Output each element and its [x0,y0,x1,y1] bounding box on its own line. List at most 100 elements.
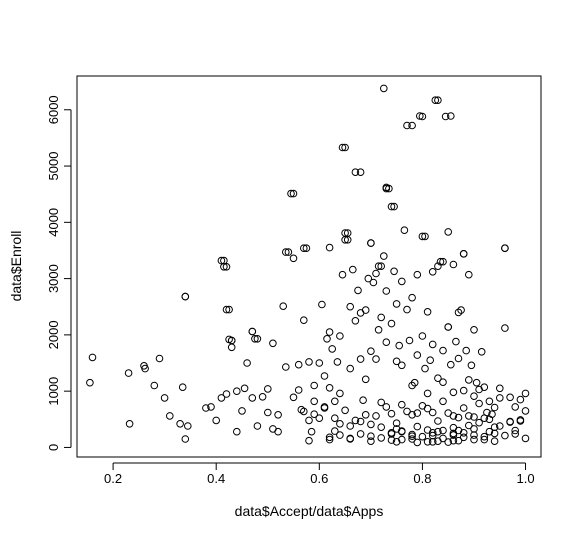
data-point [475,399,483,408]
data-point [155,354,164,363]
data-point [423,438,432,446]
data-point [227,343,236,352]
data-point [395,341,404,350]
data-point [212,416,220,425]
x-axis: 0.2 0.4 0.6 0.8 1.0 [104,462,535,486]
data-point [398,400,406,409]
data-point [434,374,442,383]
data-point [441,112,450,121]
data-point [480,383,489,392]
data-point [449,429,458,438]
data-point [428,268,437,276]
data-point [88,353,97,362]
data-point [470,413,478,421]
data-point [307,427,316,436]
data-point [380,252,388,260]
y-tick-label: 3000 [46,264,61,293]
data-point [490,429,499,438]
data-point [400,226,409,234]
x-axis-label: data$Accept/data$Apps [235,503,384,519]
data-point [282,363,290,371]
data-point [377,313,386,322]
data-point [359,396,367,405]
data-point [428,429,437,437]
data-point [439,346,447,355]
data-point [511,430,520,438]
data-point [141,364,149,373]
data-point [356,168,365,176]
data-point [382,184,391,193]
data-point [354,286,362,295]
data-point [387,429,396,437]
data-point [398,277,406,286]
data-point [449,260,458,269]
data-point [387,436,396,444]
data-point [387,202,396,211]
data-point [501,431,509,440]
data-point [325,243,334,252]
data-point [398,427,406,436]
data-point [248,327,257,336]
data-point [511,403,520,411]
data-point [264,385,272,393]
data-point [506,418,514,426]
data-point [325,384,334,392]
data-point [501,244,509,252]
data-point [434,96,442,104]
data-point [485,427,494,436]
data-point [343,236,352,244]
data-point [367,432,375,441]
y-tick-label: 4000 [46,208,61,237]
data-point [449,412,458,420]
data-point [462,346,471,355]
data-point [243,359,251,367]
data-point [449,436,458,445]
data-point [238,407,246,415]
data-point [521,407,530,415]
data-point [333,358,342,366]
data-point [372,269,380,278]
data-point [315,414,324,423]
data-point [338,270,347,279]
data-point [382,338,391,347]
data-point [403,305,411,314]
data-point [305,416,313,425]
data-point [496,422,504,430]
data-point [341,229,349,237]
y-axis-label: data$Enroll [8,231,24,302]
data-point [408,121,416,130]
data-point [496,394,504,402]
data-point [465,270,473,279]
data-point [361,306,370,314]
data-point [496,384,504,393]
data-point [416,112,424,120]
data-point [346,422,355,430]
data-point [418,402,427,410]
data-point [336,332,344,340]
data-point [323,335,331,343]
data-point [459,250,468,258]
data-point [380,84,388,93]
data-point [459,433,468,442]
y-tick-label: 6000 [46,95,61,124]
data-point [282,248,290,256]
data-point [331,414,339,423]
data-point [374,262,383,271]
data-point [421,232,429,241]
data-point [470,392,478,401]
y-tick-label: 0 [46,444,61,451]
data-point [300,407,308,416]
data-point [364,274,373,283]
data-point [351,317,360,325]
data-point [233,387,241,396]
data-point [325,433,334,442]
data-point [356,355,365,363]
data-point [361,375,370,384]
data-point [369,278,378,287]
data-point [387,319,396,328]
data-point [302,244,311,252]
data-point [398,435,406,444]
data-point [294,386,303,394]
